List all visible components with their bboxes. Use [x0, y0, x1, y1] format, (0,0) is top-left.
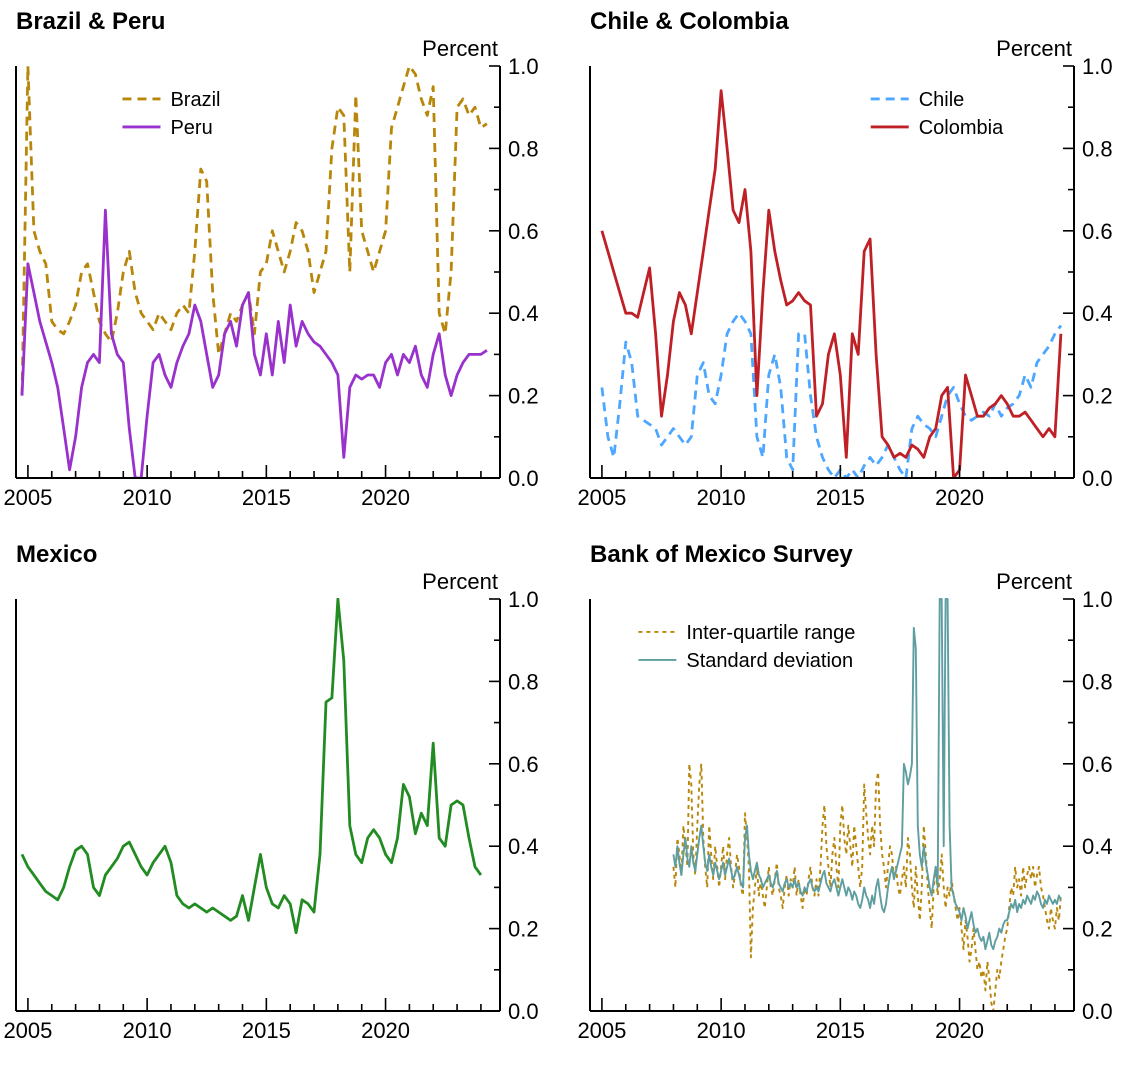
svg-text:2020: 2020	[935, 485, 984, 510]
chart-cell-brazil-peru: Brazil & Peru 2005 2010 2015 2020 0.0 0.2 0.4 0…	[0, 0, 574, 533]
chart-title-mexico: Mexico	[16, 541, 98, 568]
svg-text:Peru: Peru	[170, 117, 212, 139]
svg-text:2005: 2005	[577, 485, 626, 510]
svg-text:Percent: Percent	[422, 571, 498, 594]
svg-text:Colombia: Colombia	[919, 117, 1004, 139]
svg-text:0.2: 0.2	[508, 917, 539, 942]
svg-text:Brazil: Brazil	[170, 89, 220, 111]
svg-text:2005: 2005	[3, 485, 52, 510]
svg-text:0.0: 0.0	[1082, 466, 1113, 491]
svg-text:0.8: 0.8	[1082, 136, 1113, 161]
svg-text:0.4: 0.4	[508, 301, 539, 326]
svg-text:Chile: Chile	[919, 89, 965, 111]
svg-text:Percent: Percent	[996, 38, 1072, 61]
chart-chile-colombia: 2005 2010 2015 2020 0.0 0.2 0.4 0.6 0.8 1.0 Percen…	[577, 38, 1113, 510]
svg-text:0.8: 0.8	[508, 669, 539, 694]
svg-text:0.0: 0.0	[1082, 999, 1113, 1024]
svg-text:0.2: 0.2	[508, 384, 539, 409]
svg-text:0.6: 0.6	[508, 219, 539, 244]
svg-text:1.0: 1.0	[1082, 54, 1113, 79]
chart-cell-mexico: Mexico 2005 2010 2015 2020 0.0 0.2 0.4 0.6 0.8 1.…	[0, 533, 574, 1066]
svg-text:1.0: 1.0	[508, 54, 539, 79]
chart-title-chile-colombia: Chile & Colombia	[590, 8, 789, 35]
svg-text:2015: 2015	[816, 485, 865, 510]
svg-text:0.2: 0.2	[1082, 384, 1113, 409]
svg-text:0.6: 0.6	[1082, 219, 1113, 244]
svg-text:2010: 2010	[697, 485, 746, 510]
svg-text:2015: 2015	[816, 1018, 865, 1043]
chart-bank-of-mexico-survey: 2005 2010 2015 2020 0.0 0.2 0.4 0.6 0.8 1.0 Percen…	[577, 571, 1113, 1043]
svg-text:Inter-quartile range: Inter-quartile range	[686, 622, 855, 644]
svg-text:2005: 2005	[3, 1018, 52, 1043]
svg-text:0.6: 0.6	[508, 752, 539, 777]
chart-title-bank-of-mexico-survey: Bank of Mexico Survey	[590, 541, 853, 568]
svg-text:1.0: 1.0	[508, 587, 539, 612]
svg-text:Standard deviation: Standard deviation	[686, 650, 853, 672]
svg-text:1.0: 1.0	[1082, 587, 1113, 612]
svg-text:2020: 2020	[935, 1018, 984, 1043]
svg-text:0.8: 0.8	[1082, 669, 1113, 694]
svg-text:2005: 2005	[577, 1018, 626, 1043]
chart-cell-bank-of-mexico-survey: Bank of Mexico Survey 2005 2010 2015 2020 0.…	[574, 533, 1148, 1066]
svg-text:2010: 2010	[123, 1018, 172, 1043]
svg-text:0.4: 0.4	[1082, 834, 1113, 859]
svg-text:Percent: Percent	[422, 38, 498, 61]
svg-text:0.8: 0.8	[508, 136, 539, 161]
chart-mexico: 2005 2010 2015 2020 0.0 0.2 0.4 0.6 0.8 1.0 Percen…	[3, 571, 539, 1043]
svg-text:0.4: 0.4	[1082, 301, 1113, 326]
svg-text:2020: 2020	[361, 485, 410, 510]
svg-text:0.0: 0.0	[508, 466, 539, 491]
svg-text:2010: 2010	[123, 485, 172, 510]
chart-title-brazil-peru: Brazil & Peru	[16, 8, 166, 35]
svg-text:0.0: 0.0	[508, 999, 539, 1024]
svg-text:2015: 2015	[242, 1018, 291, 1043]
svg-text:Percent: Percent	[996, 571, 1072, 594]
chart-cell-chile-colombia: Chile & Colombia 2005 2010 2015 2020 0.0 0.2 0…	[574, 0, 1148, 533]
svg-text:2020: 2020	[361, 1018, 410, 1043]
svg-text:2015: 2015	[242, 485, 291, 510]
svg-text:0.6: 0.6	[1082, 752, 1113, 777]
svg-text:0.4: 0.4	[508, 834, 539, 859]
svg-text:0.2: 0.2	[1082, 917, 1113, 942]
chart-brazil-peru: 2005 2010 2015 2020 0.0 0.2 0.4 0.6 0.8 1.0 Percen…	[3, 38, 539, 510]
svg-text:2010: 2010	[697, 1018, 746, 1043]
